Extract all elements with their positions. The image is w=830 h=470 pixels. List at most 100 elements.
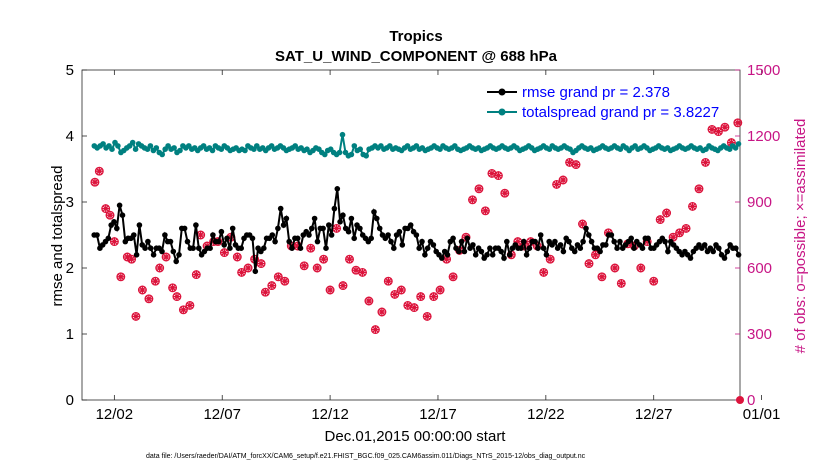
- rmse-point: [586, 232, 592, 238]
- obs-assimilated-cross: [636, 263, 645, 273]
- rmse-point: [639, 245, 646, 251]
- totalspread-point: [351, 143, 358, 149]
- obs-assimilated-cross: [110, 237, 119, 246]
- rmse-point: [277, 205, 284, 212]
- rmse-point: [608, 232, 615, 238]
- obs-marker: [688, 201, 697, 211]
- rmse-point: [320, 225, 326, 232]
- rmse-point: [597, 248, 603, 255]
- obs-assimilated-cross: [179, 305, 188, 314]
- obs-assimilated-cross: [312, 263, 322, 273]
- rmse-point: [119, 212, 126, 218]
- rmse-point: [439, 255, 445, 261]
- obs-assimilated-cross: [300, 261, 309, 270]
- obs-assimilated-cross: [192, 270, 201, 279]
- rmse-point: [280, 222, 287, 228]
- rmse-point: [374, 215, 380, 222]
- obs-assimilated-cross: [233, 252, 242, 262]
- rmse-point: [710, 248, 716, 255]
- y2-tick-label: 900: [747, 194, 772, 211]
- obs-assimilated-cross: [410, 303, 419, 312]
- obs-assimilated-cross: [168, 283, 177, 292]
- totalspread-point: [348, 151, 355, 158]
- rmse-point: [687, 255, 694, 261]
- y-tick-label: 3: [66, 194, 74, 211]
- obs-assimilated-cross: [403, 301, 412, 310]
- obs-assimilated-cross: [545, 255, 555, 264]
- rmse-point: [150, 252, 157, 258]
- obs-marker: [312, 263, 322, 273]
- rmse-point: [309, 225, 315, 232]
- obs-assimilated-cross: [714, 127, 723, 136]
- obs-assimilated-cross: [319, 255, 328, 264]
- rmse-point: [588, 238, 595, 245]
- rmse-point: [472, 252, 479, 258]
- rmse-point: [407, 222, 414, 228]
- obs-count-series: [90, 118, 744, 404]
- rmse-point: [340, 212, 346, 218]
- rmse-series: [91, 186, 742, 275]
- rmse-point: [501, 255, 507, 261]
- legend: rmse grand pr = 2.378 totalspread grand …: [487, 84, 719, 121]
- obs-marker: [558, 175, 568, 185]
- rmse-point: [557, 242, 564, 248]
- rmse-line: [94, 188, 740, 272]
- obs-marker: [168, 283, 178, 293]
- rmse-point: [735, 252, 742, 258]
- rmse-point: [131, 232, 137, 238]
- rmse-point: [252, 268, 259, 275]
- rmse-point: [560, 248, 567, 255]
- y2-tick-label: 300: [747, 326, 772, 343]
- obs-assimilated-cross: [364, 296, 374, 306]
- rmse-point: [631, 245, 637, 251]
- rmse-point: [526, 245, 533, 251]
- rmse-point: [159, 248, 165, 255]
- rmse-point: [537, 232, 544, 238]
- obs-assimilated-cross: [123, 252, 132, 262]
- obs-assimilated-cross: [500, 189, 510, 198]
- obs-marker: [571, 160, 581, 170]
- rmse-point: [733, 245, 739, 251]
- y2-tick-label: 1500: [747, 62, 780, 79]
- rmse-point: [424, 245, 431, 251]
- rmse-point: [269, 232, 276, 238]
- obs-assimilated-cross: [487, 169, 497, 178]
- totalspread-series: [91, 131, 742, 159]
- totalspread-point: [363, 153, 370, 159]
- obs-assimilated-cross: [513, 237, 522, 246]
- plot-area: [81, 69, 741, 401]
- rmse-point: [662, 238, 668, 245]
- obs-marker: [332, 223, 342, 233]
- obs-assimilated-cross: [707, 125, 717, 134]
- obs-assimilated-cross: [325, 285, 335, 295]
- rmse-point: [422, 252, 428, 258]
- obs-assimilated-cross: [306, 244, 315, 253]
- obs-marker: [364, 296, 374, 306]
- obs-assimilated-cross: [155, 263, 164, 273]
- rmse-point: [221, 242, 227, 248]
- totalspread-point: [132, 146, 139, 152]
- totalspread-point: [209, 147, 216, 154]
- x-tick-label: 12/02: [96, 406, 134, 423]
- obs-marker: [94, 166, 104, 176]
- obs-marker: [552, 179, 562, 189]
- obs-marker: [155, 263, 165, 273]
- rmse-point: [249, 235, 256, 242]
- obs-assimilated-cross: [701, 158, 710, 167]
- rmse-point: [294, 235, 301, 242]
- chart-subtitle: SAT_U_WIND_COMPONENT @ 688 hPa: [275, 48, 558, 65]
- obs-assimilated-cross: [675, 228, 684, 237]
- rmse-point: [396, 228, 403, 235]
- rmse-point: [617, 238, 623, 245]
- obs-marker: [591, 250, 600, 260]
- totalspread-point: [339, 131, 346, 138]
- totalspread-point: [147, 143, 154, 149]
- rmse-point: [289, 245, 295, 251]
- obs-assimilated-cross: [351, 266, 361, 275]
- obs-marker: [306, 243, 316, 253]
- x-tick-label: 01/01: [743, 406, 781, 423]
- obs-assimilated-cross: [261, 288, 270, 297]
- rmse-point: [478, 248, 485, 255]
- obs-assimilated-cross: [377, 307, 387, 317]
- rmse-point: [111, 219, 117, 225]
